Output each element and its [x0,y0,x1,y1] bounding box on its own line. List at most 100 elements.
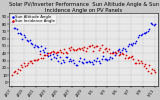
Sun Altitude Angle [102,55,104,56]
Sun Altitude Angle [125,50,128,52]
Sun Altitude Angle [20,33,22,35]
Sun Incidence Angle [109,52,112,54]
Sun Incidence Angle [151,68,153,70]
Sun Altitude Angle [145,31,148,32]
Sun Incidence Angle [82,50,84,51]
Sun Altitude Angle [121,49,123,51]
Sun Altitude Angle [154,23,156,24]
Sun Altitude Angle [131,45,133,46]
Sun Altitude Angle [135,40,138,42]
Sun Incidence Angle [111,52,113,53]
Sun Incidence Angle [28,60,31,62]
Sun Altitude Angle [27,40,29,41]
Sun Altitude Angle [148,28,151,29]
Sun Incidence Angle [144,63,146,64]
Title: Solar PV/Inverter Performance  Sun Altitude Angle & Sun Incidence Angle on PV Pa: Solar PV/Inverter Performance Sun Altitu… [9,2,159,13]
Sun Altitude Angle [18,32,21,34]
Sun Incidence Angle [34,59,37,60]
Sun Altitude Angle [61,60,64,61]
Sun Incidence Angle [33,59,35,61]
Sun Altitude Angle [77,60,80,62]
Sun Incidence Angle [79,48,81,50]
Sun Altitude Angle [74,64,77,66]
Sun Altitude Angle [73,62,76,64]
Sun Altitude Angle [76,64,78,66]
Sun Altitude Angle [108,58,110,60]
Sun Altitude Angle [119,51,122,52]
Sun Incidence Angle [48,52,51,54]
Sun Incidence Angle [24,65,27,67]
Sun Incidence Angle [83,47,86,48]
Sun Incidence Angle [31,62,34,64]
Sun Altitude Angle [36,46,38,47]
Sun Incidence Angle [12,71,15,73]
Sun Altitude Angle [31,43,34,45]
Sun Incidence Angle [129,57,132,58]
Sun Altitude Angle [14,28,16,29]
Sun Altitude Angle [95,60,97,62]
Sun Incidence Angle [47,52,50,53]
Sun Incidence Angle [40,57,42,58]
Sun Incidence Angle [15,72,18,74]
Sun Incidence Angle [89,45,92,46]
Sun Altitude Angle [86,61,89,62]
Sun Altitude Angle [93,59,96,61]
Sun Incidence Angle [74,49,77,51]
Sun Incidence Angle [131,56,133,57]
Sun Altitude Angle [134,42,136,43]
Sun Incidence Angle [132,58,135,60]
Sun Altitude Angle [44,47,47,49]
Sun Altitude Angle [60,62,63,63]
Sun Incidence Angle [152,69,155,70]
Sun Incidence Angle [63,49,65,50]
Sun Altitude Angle [47,55,50,57]
Sun Incidence Angle [145,67,148,69]
Sun Altitude Angle [28,40,31,41]
Sun Incidence Angle [57,51,60,53]
Sun Altitude Angle [63,61,65,63]
Sun Altitude Angle [59,56,61,58]
Sun Incidence Angle [108,48,110,50]
Sun Altitude Angle [126,45,129,46]
Sun Altitude Angle [96,57,99,59]
Sun Altitude Angle [112,51,115,53]
Sun Incidence Angle [102,51,104,53]
Sun Incidence Angle [20,64,22,66]
Sun Altitude Angle [88,60,90,62]
Sun Altitude Angle [40,46,42,47]
Sun Incidence Angle [69,49,71,51]
Sun Altitude Angle [17,32,19,34]
Sun Incidence Angle [59,49,61,51]
Sun Altitude Angle [15,28,18,30]
Sun Altitude Angle [129,43,132,45]
Sun Altitude Angle [149,22,152,24]
Sun Altitude Angle [147,30,149,32]
Sun Incidence Angle [93,46,96,47]
Sun Incidence Angle [136,59,139,61]
Sun Altitude Angle [103,58,106,60]
Sun Incidence Angle [54,52,57,54]
Sun Altitude Angle [25,39,28,41]
Sun Altitude Angle [99,62,102,64]
Sun Incidence Angle [149,72,152,74]
Sun Altitude Angle [12,27,15,29]
Sun Incidence Angle [96,46,99,47]
Sun Altitude Angle [33,46,35,48]
Sun Incidence Angle [64,51,67,52]
Sun Altitude Angle [64,56,67,58]
Sun Incidence Angle [70,47,73,48]
Sun Altitude Angle [109,56,112,57]
Sun Incidence Angle [25,64,28,66]
Sun Altitude Angle [98,60,100,62]
Sun Incidence Angle [76,48,78,50]
Sun Altitude Angle [57,60,60,62]
Sun Altitude Angle [83,58,86,59]
Sun Incidence Angle [41,57,44,59]
Sun Altitude Angle [138,34,140,36]
Sun Incidence Angle [17,68,19,70]
Sun Altitude Angle [56,55,58,56]
Sun Incidence Angle [72,48,74,50]
Sun Incidence Angle [66,52,68,53]
Sun Incidence Angle [135,62,138,64]
Sun Incidence Angle [122,53,125,55]
